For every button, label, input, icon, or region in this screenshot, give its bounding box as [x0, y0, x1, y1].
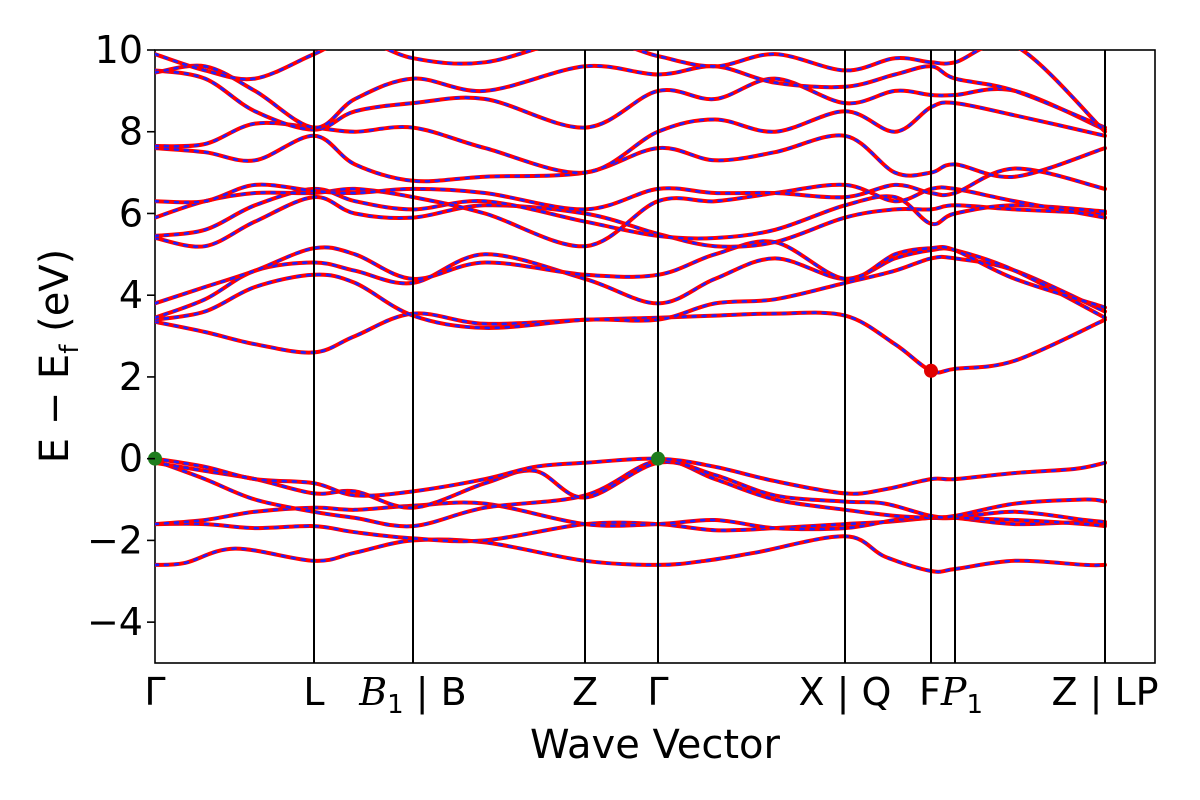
- plot-frame: [154, 49, 1156, 664]
- x-axis-title: Wave Vector: [530, 722, 781, 768]
- band-6-blue: [155, 311, 1107, 374]
- y-tick-label-1: −2: [87, 518, 143, 562]
- y-tick-label-3: 2: [119, 355, 143, 399]
- x-tick-label-5: X | Q: [799, 670, 892, 715]
- x-tick-label-0: Γ: [144, 670, 165, 714]
- y-tick-label-0: −4: [87, 600, 143, 644]
- kpoint-lines: [313, 50, 1106, 663]
- marker-cbm-2: [924, 363, 938, 378]
- band-17-red: [155, 63, 1107, 130]
- x-tick-label-8: Z | LP: [1051, 670, 1158, 715]
- x-tick-part-2-sub: 1: [387, 690, 404, 720]
- x-tick-label-2: B1 | B: [358, 670, 467, 720]
- band-12-red: [155, 182, 1107, 249]
- marker-vbm-1: [651, 451, 665, 466]
- x-tick-part-2-a: B: [358, 670, 387, 714]
- extrema-markers: [148, 363, 938, 466]
- y-axis-title-unit: (eV): [32, 249, 78, 345]
- y-axis-title: E − Ef (eV): [32, 249, 85, 464]
- x-tick-label-1: L: [303, 670, 324, 714]
- x-tick-part-6-sub: 1: [966, 690, 983, 720]
- y-tick-label-7: 10: [95, 28, 143, 72]
- y-tick-label-6: 8: [119, 110, 143, 154]
- y-tick-label-4: 4: [119, 273, 143, 317]
- y-axis-ticks: −4 −2 0 2 4 6 8 10: [87, 28, 155, 644]
- x-tick-part-2-c: | B: [404, 670, 467, 715]
- y-axis-title-main: E − E: [32, 354, 78, 464]
- band-10-blue: [155, 195, 1107, 249]
- x-tick-label-3: Z: [572, 670, 598, 714]
- x-tick-label-6: FP1: [919, 670, 983, 720]
- x-tick-part-6-b: P: [940, 670, 968, 714]
- band-18-blue: [155, 50, 1107, 133]
- band-7-blue: [155, 255, 1107, 330]
- x-tick-part-6-a: F: [919, 670, 941, 714]
- y-axis-title-sub: f: [55, 344, 85, 354]
- band-16-blue: [155, 69, 1107, 132]
- y-tick-label-2: 0: [119, 437, 143, 481]
- x-tick-label-4: Γ: [647, 670, 668, 714]
- y-tick-label-5: 6: [119, 191, 143, 235]
